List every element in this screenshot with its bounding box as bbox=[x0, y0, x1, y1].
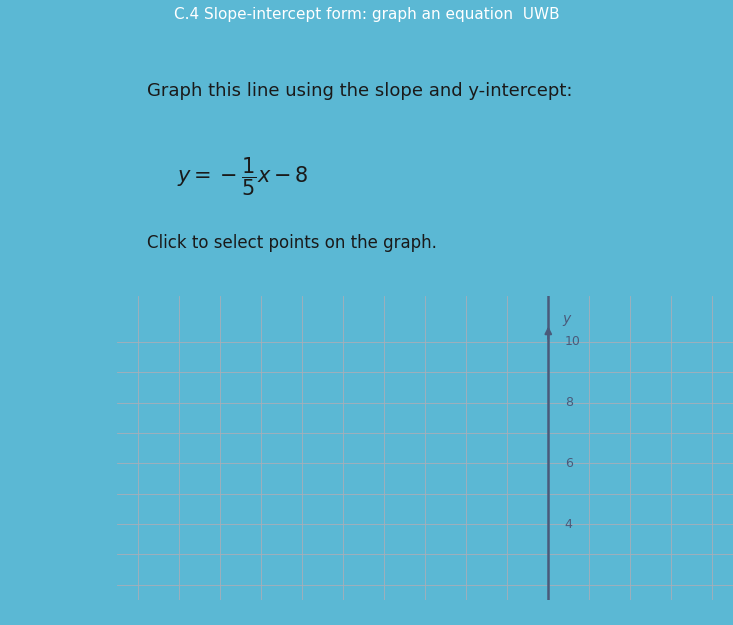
Text: y: y bbox=[563, 312, 571, 326]
Text: 8: 8 bbox=[564, 396, 572, 409]
Text: Click to select points on the graph.: Click to select points on the graph. bbox=[147, 234, 437, 253]
Text: 6: 6 bbox=[564, 457, 572, 470]
Text: 4: 4 bbox=[564, 518, 572, 531]
Text: C.4 Slope-intercept form: graph an equation  UWB: C.4 Slope-intercept form: graph an equat… bbox=[174, 6, 559, 21]
Text: 10: 10 bbox=[564, 335, 581, 348]
Text: Graph this line using the slope and y-intercept:: Graph this line using the slope and y-in… bbox=[147, 82, 572, 101]
Text: $y = -\dfrac{1}{5}x - 8$: $y = -\dfrac{1}{5}x - 8$ bbox=[177, 156, 309, 198]
